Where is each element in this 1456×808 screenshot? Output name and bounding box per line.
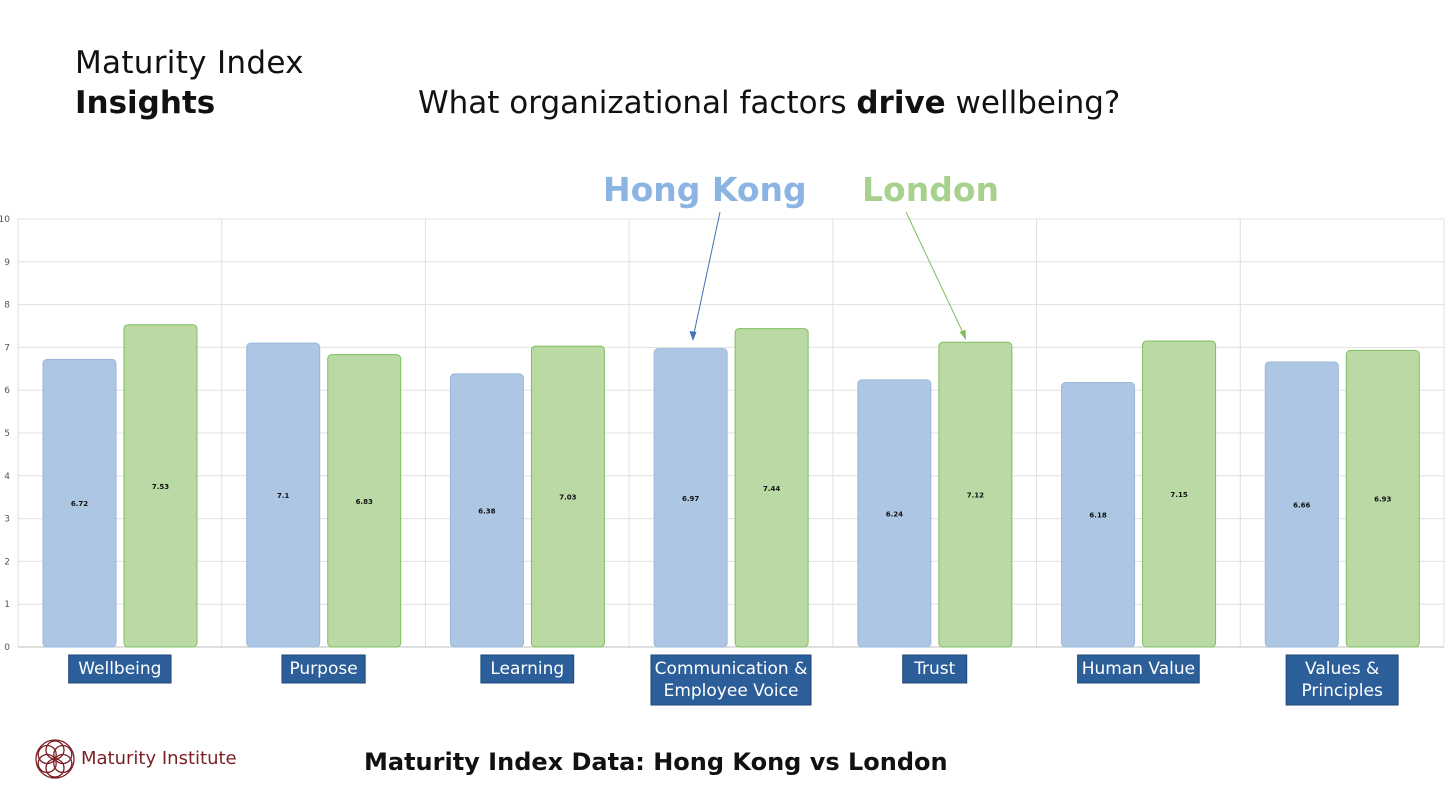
title-line-1: Maturity Index [75, 45, 304, 81]
legend-hong-kong: Hong Kong [603, 170, 807, 209]
bar-london [938, 341, 1013, 648]
question-heading: What organizational factors drive wellbe… [418, 84, 1120, 122]
category-label-box [650, 654, 812, 706]
bar-chart: 0 1 2 3 4 5 6 7 8 9 10 6.72 7.1 6.38 6.97 6.24 6.18 6.66… [0, 211, 1445, 706]
bar-hong-kong [246, 342, 321, 648]
bar-value-label: 6.66 [1293, 501, 1310, 509]
bar-value-label: 7.53 [152, 483, 169, 491]
y-tick-label: 8 [4, 301, 10, 311]
category-label-box [1077, 654, 1200, 684]
annotation-arrows [689, 211, 966, 341]
title-line-2: Insights [75, 85, 216, 121]
bar-value-label: 6.83 [356, 498, 373, 506]
bar-value-label: 7.12 [967, 492, 984, 500]
london-arrowhead [959, 329, 966, 340]
category-label: Learning [490, 659, 564, 679]
london-arrow [905, 211, 966, 338]
category-label: Wellbeing [78, 659, 161, 679]
bar-value-label: 6.97 [682, 495, 699, 503]
bar-value-label: 7.03 [559, 494, 576, 502]
y-tick-label: 5 [4, 429, 10, 439]
legend-london: London [862, 170, 999, 209]
category-label: Human Value [1082, 659, 1195, 679]
question-post: wellbeing? [945, 85, 1121, 121]
y-tick-label: 1 [4, 600, 10, 610]
category-label: Purpose [289, 659, 357, 679]
maturity-institute-logo-icon [35, 739, 75, 779]
bar-london [327, 354, 402, 648]
bar-hong-kong [1061, 381, 1136, 648]
bar-value-label: 6.93 [1374, 496, 1391, 504]
category-label-box [68, 654, 172, 684]
category-label-box [480, 654, 575, 684]
category-label-layer: Wellbeing Purpose Learning Communication &E… [68, 654, 1399, 706]
bar-value-label: 6.18 [1089, 512, 1106, 520]
category-label: Employee Voice [664, 681, 799, 701]
category-label: Communication & [655, 659, 808, 679]
bar-hong-kong [42, 358, 117, 648]
y-tick-label: 9 [4, 258, 10, 268]
y-tick-label: 3 [4, 515, 10, 525]
y-tick-label: 2 [4, 557, 10, 567]
question-bold: drive [856, 85, 946, 121]
y-tick-label: 4 [4, 472, 10, 482]
bar-hong-kong [857, 379, 932, 648]
y-tick-label: 6 [4, 386, 10, 396]
y-tick-label: 7 [4, 343, 10, 353]
question-pre: What organizational factors [418, 85, 857, 121]
category-label: Values & [1305, 659, 1379, 679]
y-tick-label: 0 [4, 643, 10, 653]
bar-london [734, 328, 809, 648]
bar-hong-kong [653, 348, 728, 648]
bar-hong-kong [1264, 361, 1339, 648]
category-label-box [1285, 654, 1399, 706]
footer-logo-text: Maturity Institute [81, 748, 237, 769]
bar-london [1142, 340, 1217, 648]
bar-london [1345, 349, 1420, 648]
hong-kong-arrow [692, 211, 721, 339]
bar-london [530, 345, 605, 648]
bar-london [123, 324, 198, 648]
bar-value-label: 7.1 [277, 492, 290, 500]
category-label-box [281, 654, 366, 684]
bar-value-label: 6.38 [478, 507, 495, 515]
hong-kong-arrowhead [689, 331, 697, 341]
bar-value-label: 7.44 [763, 485, 780, 493]
bar-layer: 6.72 7.1 6.38 6.97 6.24 6.18 6.66 7.53 6.83 7.03 7… [42, 324, 1420, 648]
y-tick-label: 10 [0, 215, 10, 225]
bar-hong-kong [449, 373, 524, 648]
bar-value-label: 7.15 [1170, 491, 1187, 499]
category-label: Trust [913, 659, 956, 679]
category-label: Principles [1301, 681, 1382, 701]
bar-value-label: 6.72 [71, 500, 88, 508]
bar-value-label: 6.24 [886, 510, 903, 518]
chart-caption: Maturity Index Data: Hong Kong vs London [364, 748, 948, 776]
category-label-box [902, 654, 968, 684]
